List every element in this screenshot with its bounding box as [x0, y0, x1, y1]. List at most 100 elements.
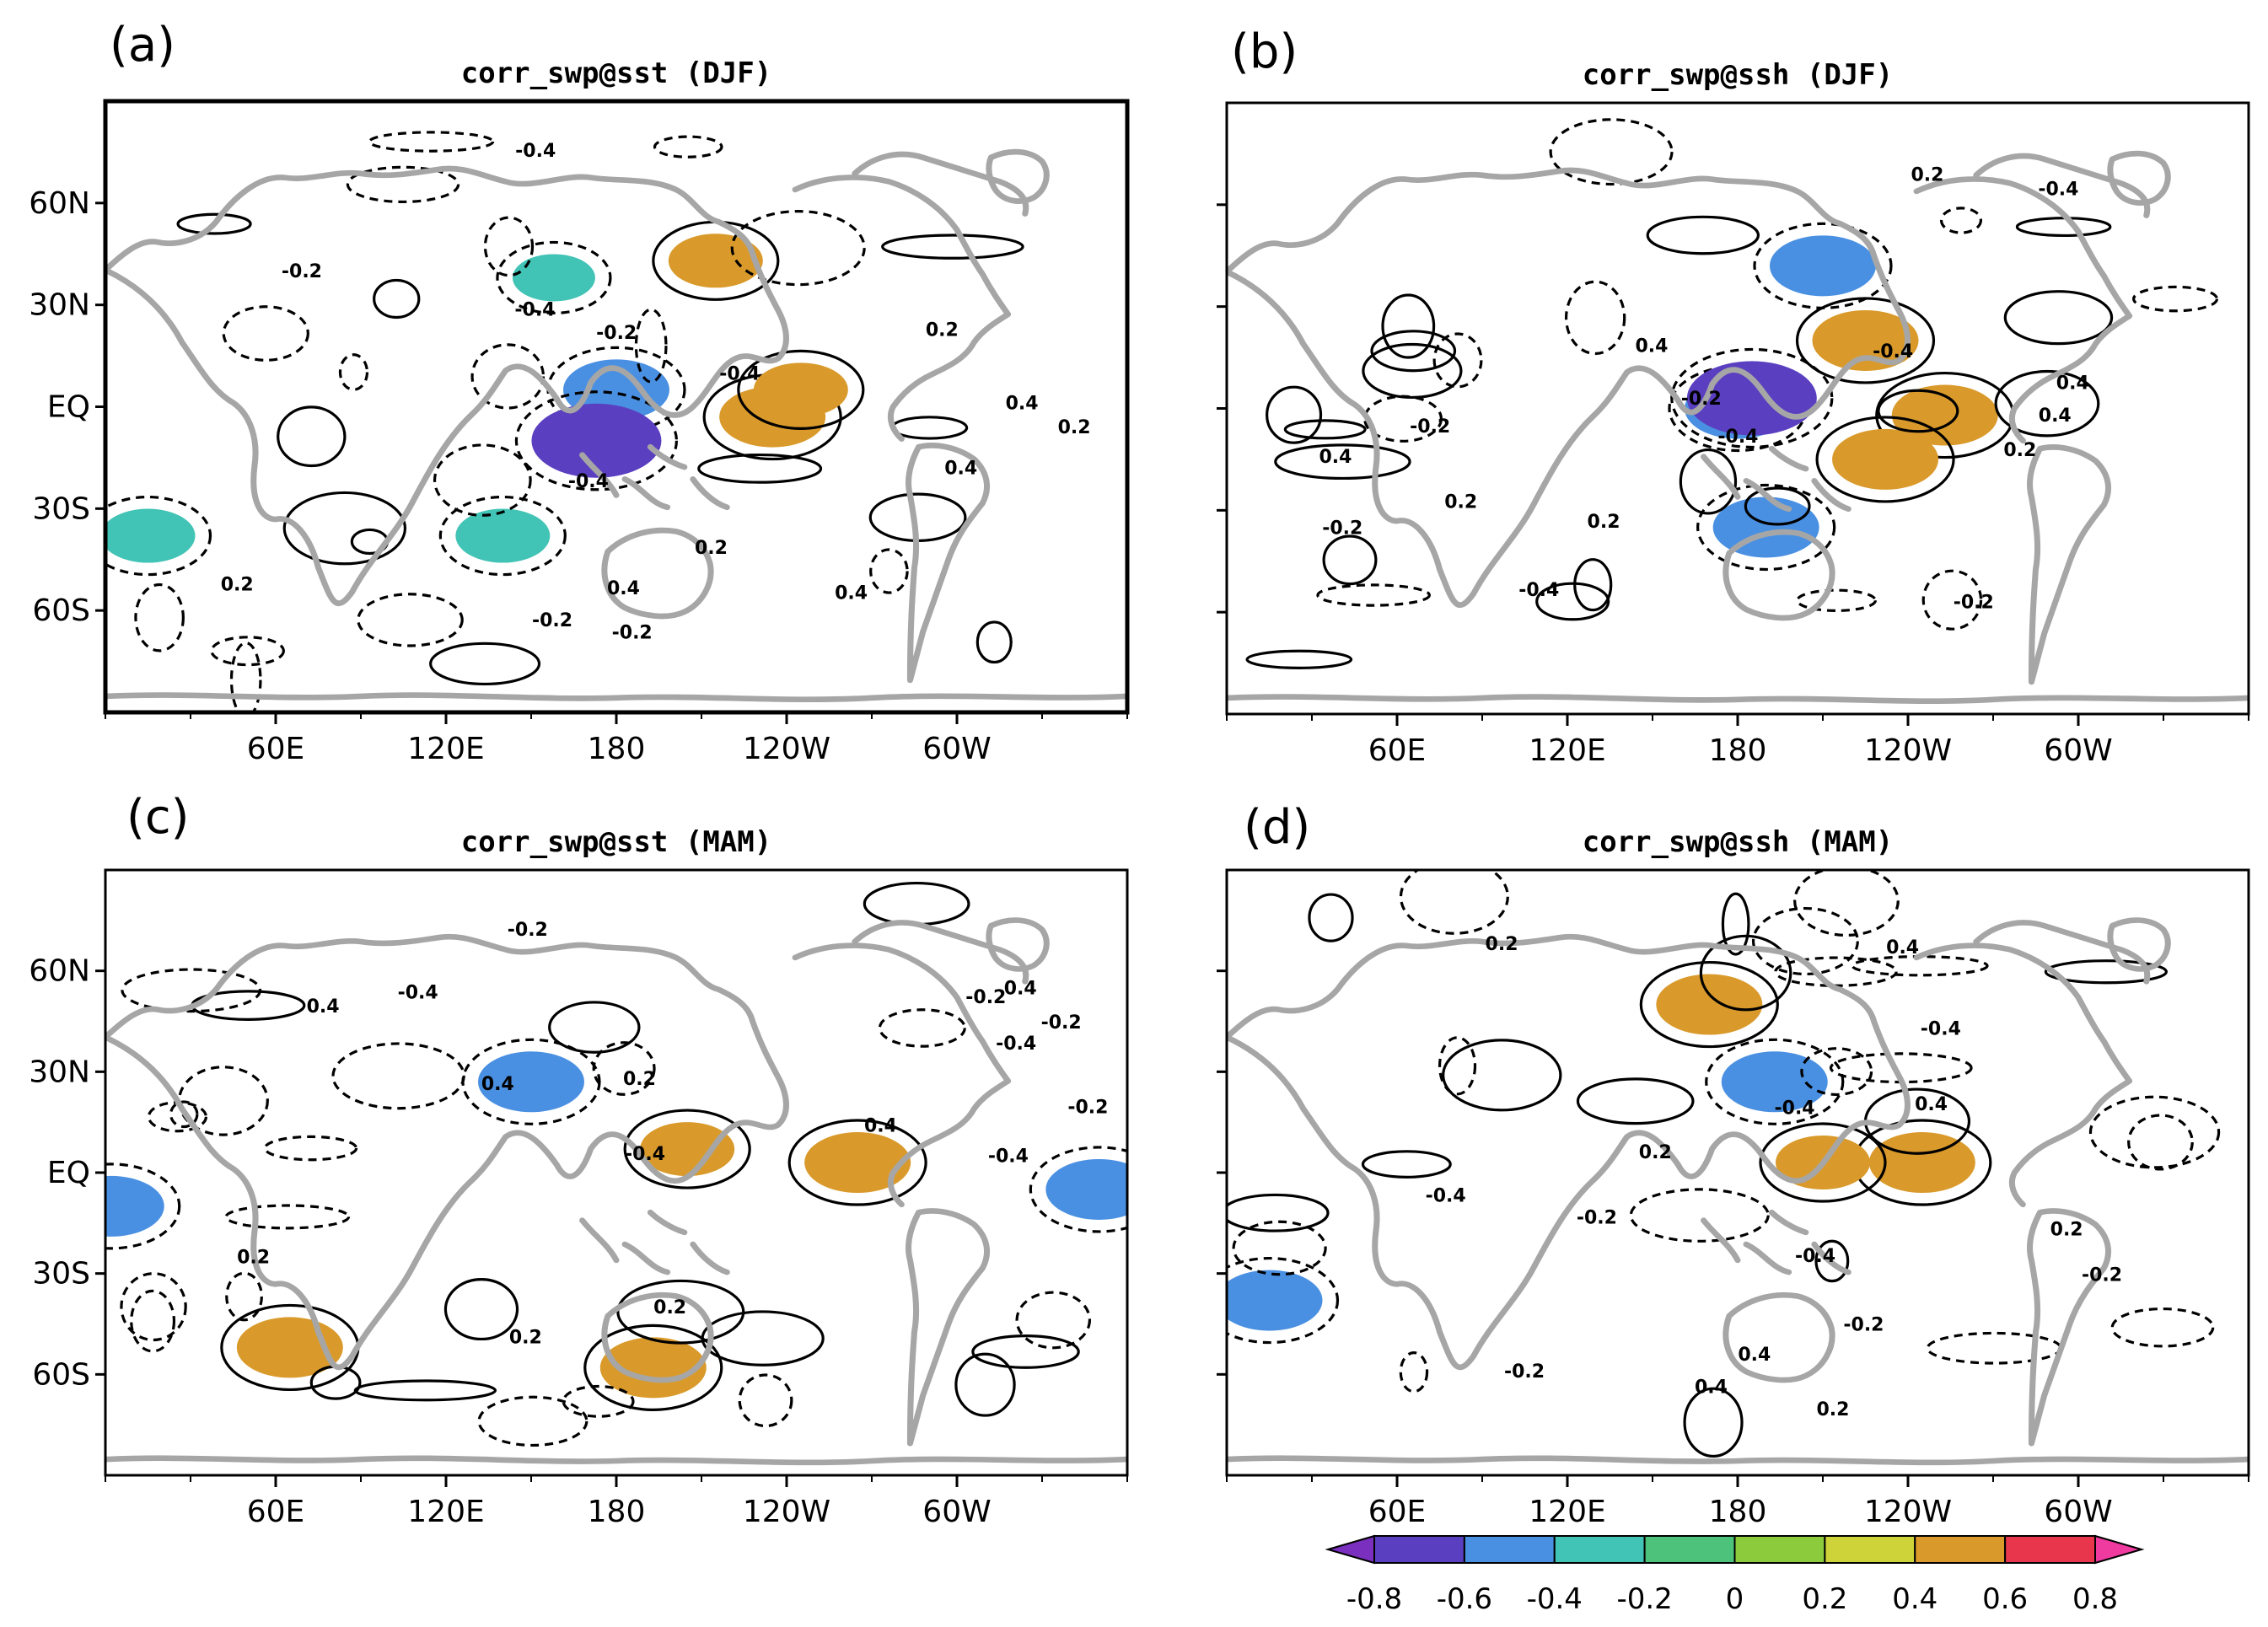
- contour-line: [2110, 1307, 2215, 1348]
- contour-label: 0.4: [864, 1116, 897, 1137]
- panel-title: corr_swp@sst (MAM): [461, 825, 771, 859]
- contour-line: [1266, 385, 1323, 444]
- contour-label: -0.2: [965, 987, 1006, 1008]
- contour-line: [1432, 332, 1483, 389]
- contour-label: 0.2: [1058, 417, 1091, 438]
- panel-title: corr_swp@ssh (DJF): [1583, 58, 1893, 92]
- contour-line: [592, 1041, 656, 1096]
- contour-line: [105, 1163, 181, 1250]
- contour-line: [878, 1008, 966, 1048]
- shaded-region: [1712, 497, 1819, 558]
- x-tick-label: 60E: [247, 1495, 305, 1529]
- shaded-region: [1227, 1270, 1323, 1331]
- shaded-region: [105, 1175, 164, 1237]
- contour-line: [548, 1001, 641, 1054]
- contour-label: 0.2: [237, 1247, 270, 1268]
- colorbar-segment: [1824, 1535, 1916, 1564]
- contour-label: 0.4: [1738, 1345, 1771, 1366]
- x-tick-label: 120W: [743, 1495, 830, 1529]
- y-tick-label: EQ: [47, 1156, 90, 1190]
- shaded-region: [1832, 428, 1939, 490]
- x-tick-label: 120E: [1529, 733, 1605, 768]
- contour-line: [890, 416, 969, 440]
- contour-line: [975, 620, 1013, 664]
- map-panel: (d) corr_swp@ssh (MAM) -0.2 0.2 -0.4 0.4 -0.2 0…: [1217, 800, 2250, 1529]
- contour-line: [346, 165, 460, 204]
- contour-label: -0.4: [398, 982, 438, 1003]
- x-tick-label: 180: [588, 1495, 646, 1529]
- contour-label: -0.2: [532, 610, 572, 631]
- contour-label: -0.2: [1681, 389, 1722, 410]
- contour-line: [483, 216, 535, 277]
- contour-label: 0.2: [1588, 512, 1620, 533]
- contour-line: [1814, 1239, 1850, 1283]
- contour-line: [2015, 217, 2112, 238]
- contour-line: [1629, 1188, 1770, 1243]
- contour-label: 0.4: [1004, 979, 1037, 1000]
- map-area: -0.2 0.2 -0.4 0.4 -0.2 0.2 -0.4 0.4 -0.2 0.2 -0.4 0…: [1227, 870, 2249, 1463]
- contour-line: [787, 1119, 927, 1206]
- contour-line: [130, 1289, 176, 1353]
- contour-line: [176, 212, 252, 235]
- contour-line: [1442, 1039, 1562, 1112]
- contour-line: [634, 308, 668, 384]
- contour-line: [1699, 934, 1792, 1012]
- contour-line: [1751, 906, 1859, 976]
- contour-line: [1994, 369, 2100, 438]
- contour-label: -0.2: [1410, 416, 1450, 438]
- contour-label: 0.4: [2039, 405, 2072, 427]
- contour-line: [562, 1384, 635, 1418]
- contour-label: -0.4: [988, 1146, 1029, 1167]
- x-tick-label: 120E: [407, 732, 484, 766]
- colorbar-label: 0.2: [1802, 1582, 1847, 1616]
- shaded-region: [512, 254, 595, 302]
- contour-line: [971, 1334, 1080, 1369]
- contour-line: [1361, 1150, 1452, 1179]
- contour-line: [120, 1272, 187, 1342]
- contour-line: [225, 1271, 263, 1322]
- shaded-region: [1770, 235, 1876, 297]
- shaded-region: [599, 1337, 707, 1399]
- contour-label: 0.2: [1444, 492, 1477, 513]
- x-tick-label: 120W: [1864, 1495, 1952, 1529]
- x-tick-label: 60W: [2044, 1495, 2112, 1529]
- contour-line: [470, 343, 546, 410]
- contour-line: [954, 1352, 1016, 1417]
- contour-label: -0.4: [515, 141, 556, 162]
- colorbar-label: -0.6: [1437, 1582, 1492, 1616]
- panel-label: (c): [126, 790, 189, 845]
- contour-line: [1926, 1331, 2062, 1365]
- contour-label: -0.4: [1775, 1098, 1815, 1120]
- contour-line: [1308, 893, 1354, 942]
- contour-label: -0.4: [625, 1144, 665, 1165]
- contour-line: [443, 1278, 519, 1341]
- x-tick-label: 60E: [1368, 733, 1427, 768]
- colorbar-segment: [1643, 1535, 1736, 1564]
- contour-label: 0.2: [695, 538, 728, 559]
- contour-line: [2132, 285, 2219, 313]
- panel-label: (d): [1244, 800, 1310, 855]
- contour-line: [1744, 486, 1811, 526]
- shaded-region: [804, 1132, 911, 1194]
- contour-label: -0.4: [1921, 1019, 1961, 1040]
- contour-line: [1549, 118, 1674, 186]
- contour-label: 0.2: [221, 575, 254, 596]
- contour-line: [2003, 290, 2114, 346]
- contour-label: 0.2: [1911, 164, 1944, 185]
- contour-label: 0.4: [2056, 373, 2089, 395]
- contour-label: -0.2: [1067, 1098, 1108, 1119]
- contour-line: [1679, 448, 1738, 515]
- contour-line: [1274, 443, 1411, 481]
- colorbar: -0.8 -0.6 -0.4 -0.2 0 0.2 0.4 0.6 0.8: [1325, 1534, 2145, 1616]
- shaded-region: [478, 1051, 584, 1113]
- contour-line: [1793, 870, 1900, 937]
- contour-line: [338, 353, 369, 391]
- x-tick-label: 60W: [922, 1495, 991, 1529]
- shaded-region: [1656, 974, 1763, 1035]
- contour-line: [331, 1042, 465, 1110]
- contour-line: [881, 234, 1024, 260]
- contour-line: [309, 1365, 362, 1400]
- contour-label: 0.2: [1639, 1142, 1672, 1163]
- colorbar-segment: [2004, 1535, 2096, 1564]
- contour-line: [438, 495, 567, 577]
